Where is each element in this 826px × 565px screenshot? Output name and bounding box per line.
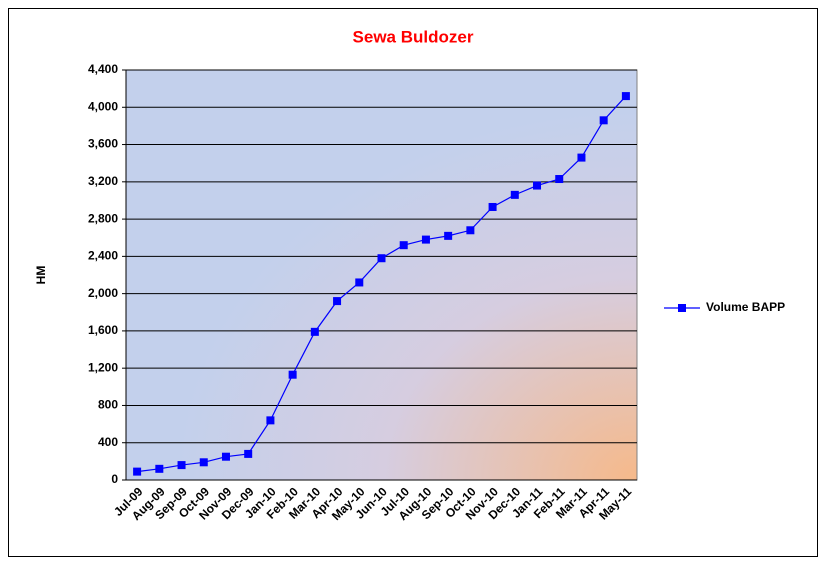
point-marker [133, 467, 142, 476]
point-marker [621, 92, 630, 101]
y-tick-label: 800 [98, 398, 118, 412]
point-marker [266, 416, 275, 425]
point-marker [355, 278, 364, 287]
y-tick-label: 1,200 [88, 360, 118, 374]
legend-marker [678, 304, 686, 312]
point-marker [488, 202, 497, 211]
y-tick-label: 2,800 [88, 211, 118, 225]
point-marker [288, 370, 297, 379]
chart-title: Sewa Buldozer [353, 27, 474, 46]
y-tick-label: 0 [111, 472, 118, 486]
point-marker [399, 241, 408, 250]
y-tick-label: 4,000 [88, 99, 118, 113]
point-marker [221, 452, 230, 461]
y-tick-label: 2,400 [88, 249, 118, 263]
y-tick-label: 2,000 [88, 286, 118, 300]
point-marker [244, 449, 253, 458]
point-marker [421, 235, 430, 244]
point-marker [377, 254, 386, 263]
y-tick-label: 400 [98, 435, 118, 449]
point-marker [333, 297, 342, 306]
legend-label: Volume BAPP [706, 300, 785, 314]
y-tick-label: 1,600 [88, 323, 118, 337]
y-axis-label: HM [34, 266, 48, 285]
point-marker [444, 231, 453, 240]
point-marker [533, 181, 542, 190]
point-marker [555, 175, 564, 184]
point-marker [510, 190, 519, 199]
point-marker [466, 226, 475, 235]
point-marker [177, 461, 186, 470]
y-tick-label: 3,200 [88, 174, 118, 188]
point-marker [577, 153, 586, 162]
point-marker [199, 458, 208, 467]
y-tick-label: 4,400 [88, 62, 118, 76]
point-marker [310, 327, 319, 336]
y-tick-label: 3,600 [88, 137, 118, 151]
point-marker [155, 464, 164, 473]
point-marker [599, 116, 608, 125]
plot-area [125, 69, 638, 481]
